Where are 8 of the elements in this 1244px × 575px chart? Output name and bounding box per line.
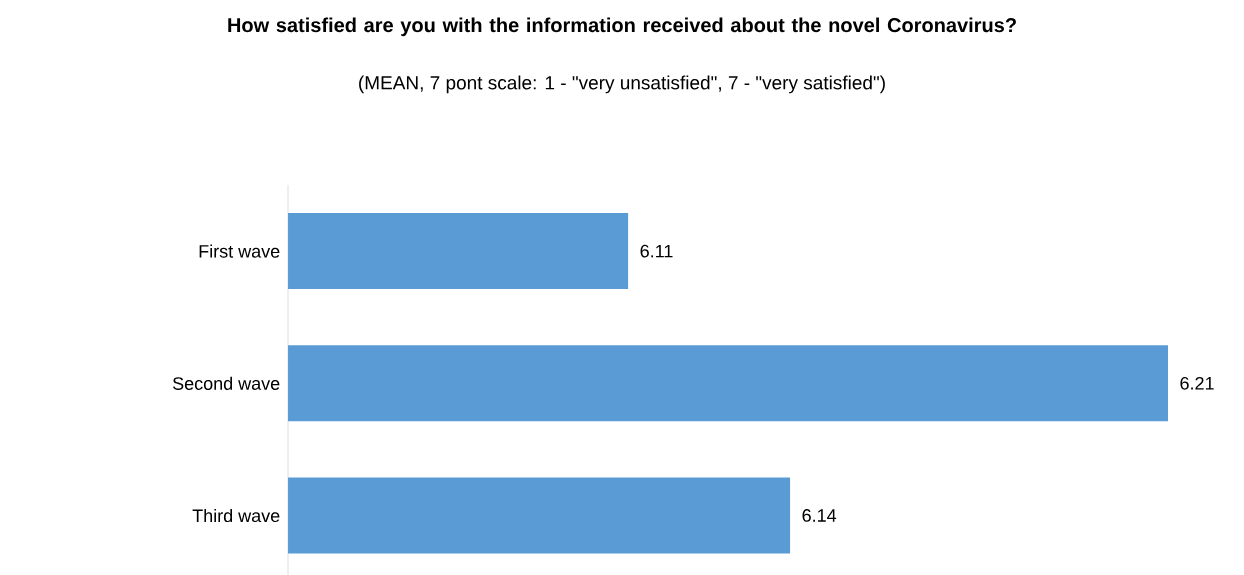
chart-subtitle: (MEAN, 7 pont scale: 1 - "very unsatisfied", 7 - "very satisfied") bbox=[359, 75, 885, 94]
y-tick-label: First wave bbox=[199, 244, 280, 258]
y-tick-label: Second wave bbox=[172, 376, 280, 390]
data-label: 6.21 bbox=[1180, 376, 1214, 390]
y-tick-label: Third wave bbox=[192, 508, 280, 523]
data-label: 6.11 bbox=[640, 244, 673, 258]
data-label: 6.14 bbox=[802, 509, 837, 522]
chart-title: How satisfied are you with the information received about the novel Coronavirus? bbox=[228, 17, 1016, 37]
